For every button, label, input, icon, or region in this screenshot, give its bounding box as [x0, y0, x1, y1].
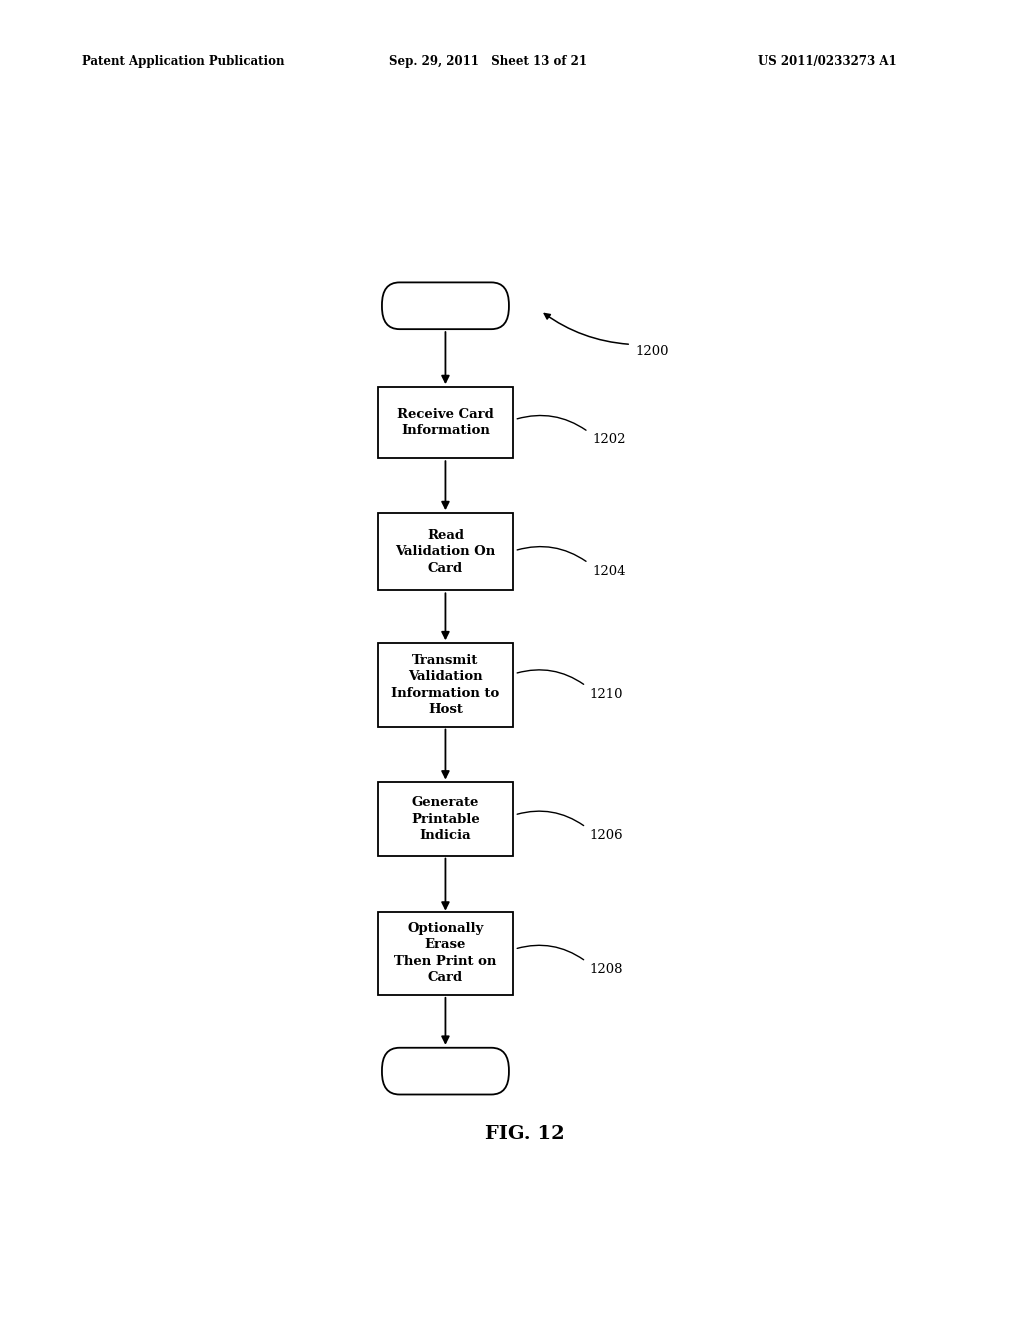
- Text: 1208: 1208: [590, 964, 624, 975]
- Text: Patent Application Publication: Patent Application Publication: [82, 55, 285, 69]
- Text: Receive Card
Information: Receive Card Information: [397, 408, 494, 437]
- Text: Generate
Printable
Indicia: Generate Printable Indicia: [411, 796, 480, 842]
- Text: Optionally
Erase
Then Print on
Card: Optionally Erase Then Print on Card: [394, 921, 497, 985]
- Text: 1204: 1204: [592, 565, 626, 578]
- FancyBboxPatch shape: [382, 282, 509, 329]
- Bar: [378, 912, 513, 995]
- Bar: [378, 643, 513, 726]
- Bar: [378, 783, 513, 855]
- Bar: [378, 513, 513, 590]
- Text: Read
Validation On
Card: Read Validation On Card: [395, 529, 496, 574]
- Text: 1202: 1202: [592, 433, 626, 446]
- Text: FIG. 12: FIG. 12: [485, 1125, 564, 1143]
- Text: 1206: 1206: [590, 829, 624, 842]
- Text: Sep. 29, 2011   Sheet 13 of 21: Sep. 29, 2011 Sheet 13 of 21: [389, 55, 587, 69]
- Text: Transmit
Validation
Information to
Host: Transmit Validation Information to Host: [391, 653, 500, 717]
- FancyBboxPatch shape: [382, 1048, 509, 1094]
- Text: 1200: 1200: [636, 345, 670, 358]
- Bar: [378, 387, 513, 458]
- Text: US 2011/0233273 A1: US 2011/0233273 A1: [758, 55, 896, 69]
- Text: 1210: 1210: [590, 688, 624, 701]
